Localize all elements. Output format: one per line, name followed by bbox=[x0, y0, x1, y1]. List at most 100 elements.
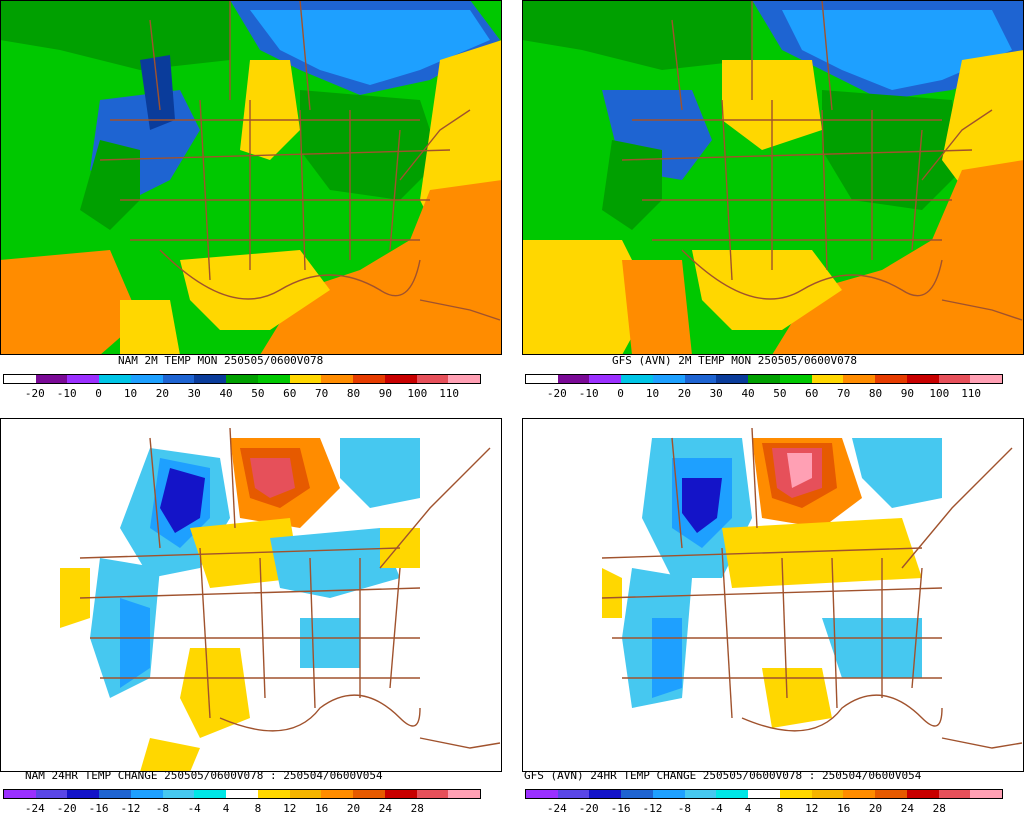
legend-tick-label: 100 bbox=[407, 387, 428, 400]
legend-swatch bbox=[557, 790, 590, 798]
legend-swatch bbox=[321, 375, 354, 383]
panel-gfs-24hr-change: GFS (AVN) 24HR TEMP CHANGE 250505/0600V0… bbox=[522, 418, 1024, 819]
legend-swatch bbox=[811, 375, 844, 383]
legend-swatch bbox=[35, 790, 68, 798]
legend-tick-label: 30 bbox=[187, 387, 201, 400]
legend-swatch bbox=[684, 375, 717, 383]
legend-swatch bbox=[162, 375, 195, 383]
legend-swatch bbox=[652, 375, 685, 383]
panel-gfs-2m-temp: GFS (AVN) 2M TEMP MON 250505/0600V078 -2… bbox=[522, 0, 1024, 400]
legend-swatch bbox=[130, 790, 163, 798]
legend-tick-label: 0 bbox=[617, 387, 624, 400]
legend-swatch bbox=[67, 375, 100, 383]
legend-tick-label: -20 bbox=[546, 387, 567, 400]
legend-swatch bbox=[448, 375, 481, 383]
legend-tick-label: -16 bbox=[610, 802, 631, 815]
legend-tick-label: 28 bbox=[410, 802, 424, 815]
legend-swatch bbox=[843, 790, 876, 798]
legend-swatch bbox=[875, 790, 907, 798]
legend-tick-label: -10 bbox=[56, 387, 77, 400]
legend-swatch bbox=[384, 790, 417, 798]
legend-tick-label: -16 bbox=[88, 802, 109, 815]
color-legend bbox=[525, 789, 1003, 799]
legend-tick-label: -10 bbox=[578, 387, 599, 400]
legend-tick-label: 20 bbox=[346, 802, 361, 815]
legend-tick-label: 16 bbox=[837, 802, 851, 815]
legend-tick-label: 20 bbox=[868, 802, 883, 815]
legend-tick-label: -4 bbox=[709, 802, 723, 815]
legend-tick-label: -8 bbox=[155, 802, 169, 815]
legend-tick-label: -4 bbox=[187, 802, 201, 815]
temp-field-gfs bbox=[522, 0, 1024, 355]
legend-swatch bbox=[353, 375, 385, 383]
legend-tick-label: 24 bbox=[900, 802, 915, 815]
legend-swatch bbox=[226, 375, 258, 383]
legend-swatch bbox=[526, 790, 558, 798]
panel-title: GFS (AVN) 2M TEMP MON 250505/0600V078 bbox=[612, 354, 858, 367]
map-gfs-2m-temp bbox=[522, 0, 1024, 355]
legend-swatch bbox=[589, 375, 622, 383]
legend-swatch bbox=[99, 790, 131, 798]
legend-tick-label: 20 bbox=[677, 387, 691, 400]
legend-swatch bbox=[811, 790, 844, 798]
legend-swatch bbox=[321, 790, 354, 798]
legend-swatch bbox=[416, 790, 449, 798]
legend-tick-label: 60 bbox=[283, 387, 297, 400]
legend-tick-label: -12 bbox=[120, 802, 141, 815]
legend-tick-label: 16 bbox=[315, 802, 329, 815]
legend-swatch bbox=[4, 375, 36, 383]
legend-tick-label: 40 bbox=[741, 387, 755, 400]
legend-swatch bbox=[67, 790, 100, 798]
legend-swatch bbox=[448, 790, 481, 798]
legend-tick-label: -8 bbox=[677, 802, 691, 815]
color-legend bbox=[3, 789, 481, 799]
legend-tick-label: 12 bbox=[805, 802, 819, 815]
change-field-gfs bbox=[522, 418, 1024, 772]
legend-tick-label: 12 bbox=[283, 802, 297, 815]
legend-swatch bbox=[621, 375, 653, 383]
legend-swatch bbox=[716, 375, 749, 383]
legend-tick-label: 110 bbox=[439, 387, 460, 400]
legend-ticks: -24 -20 -16 -12 -8 -4 4 8 12 16 20 24 28 bbox=[3, 802, 481, 815]
temp-field-nam bbox=[0, 0, 502, 355]
legend-tick-label: 80 bbox=[868, 387, 883, 400]
legend-tick-label: 10 bbox=[645, 387, 660, 400]
legend-tick-label: 4 bbox=[222, 802, 230, 815]
legend-tick-label: 90 bbox=[378, 387, 393, 400]
legend-swatch bbox=[938, 790, 971, 798]
legend-tick-label: 20 bbox=[155, 387, 169, 400]
legend-swatch bbox=[779, 790, 812, 798]
legend-swatch bbox=[257, 375, 290, 383]
legend-swatch bbox=[162, 790, 195, 798]
legend-tick-label: 70 bbox=[315, 387, 329, 400]
map-nam-2m-temp bbox=[0, 0, 502, 355]
legend-tick-label: 0 bbox=[95, 387, 102, 400]
legend-swatch bbox=[99, 375, 131, 383]
legend-swatch bbox=[526, 375, 558, 383]
legend-swatch bbox=[4, 790, 36, 798]
legend-tick-label: 4 bbox=[744, 802, 752, 815]
legend-tick-label: 28 bbox=[932, 802, 946, 815]
color-legend bbox=[3, 374, 481, 384]
panel-title: NAM 2M TEMP MON 250505/0600V078 bbox=[118, 354, 324, 367]
legend-tick-label: 50 bbox=[773, 387, 787, 400]
panel-title: NAM 24HR TEMP CHANGE 250505/0600V078 : 2… bbox=[25, 769, 383, 782]
legend-swatch bbox=[938, 375, 971, 383]
legend-ticks: -20 -10 0 10 20 30 40 50 60 70 80 90 100 110 bbox=[525, 387, 1003, 400]
legend-ticks: -20 -10 0 10 20 30 40 50 60 70 80 90 100 110 bbox=[3, 387, 481, 400]
panel-nam-2m-temp: NAM 2M TEMP MON 250505/0600V078 -20 -10 0 1… bbox=[0, 0, 502, 400]
legend-swatch bbox=[779, 375, 812, 383]
legend-tick-label: 110 bbox=[961, 387, 982, 400]
map-gfs-24hr-change bbox=[522, 418, 1024, 772]
panel-title: GFS (AVN) 24HR TEMP CHANGE 250505/0600V0… bbox=[524, 769, 922, 782]
legend-swatch bbox=[652, 790, 685, 798]
legend-tick-label: -20 bbox=[578, 802, 599, 815]
legend-swatch bbox=[289, 790, 322, 798]
legend-swatch bbox=[416, 375, 449, 383]
legend-tick-label: 40 bbox=[219, 387, 233, 400]
legend-swatch bbox=[748, 375, 780, 383]
legend-ticks: -24 -20 -16 -12 -8 -4 4 8 12 16 20 24 28 bbox=[525, 802, 1003, 815]
color-legend bbox=[525, 374, 1003, 384]
legend-tick-label: -20 bbox=[56, 802, 77, 815]
legend-tick-label: 80 bbox=[346, 387, 361, 400]
